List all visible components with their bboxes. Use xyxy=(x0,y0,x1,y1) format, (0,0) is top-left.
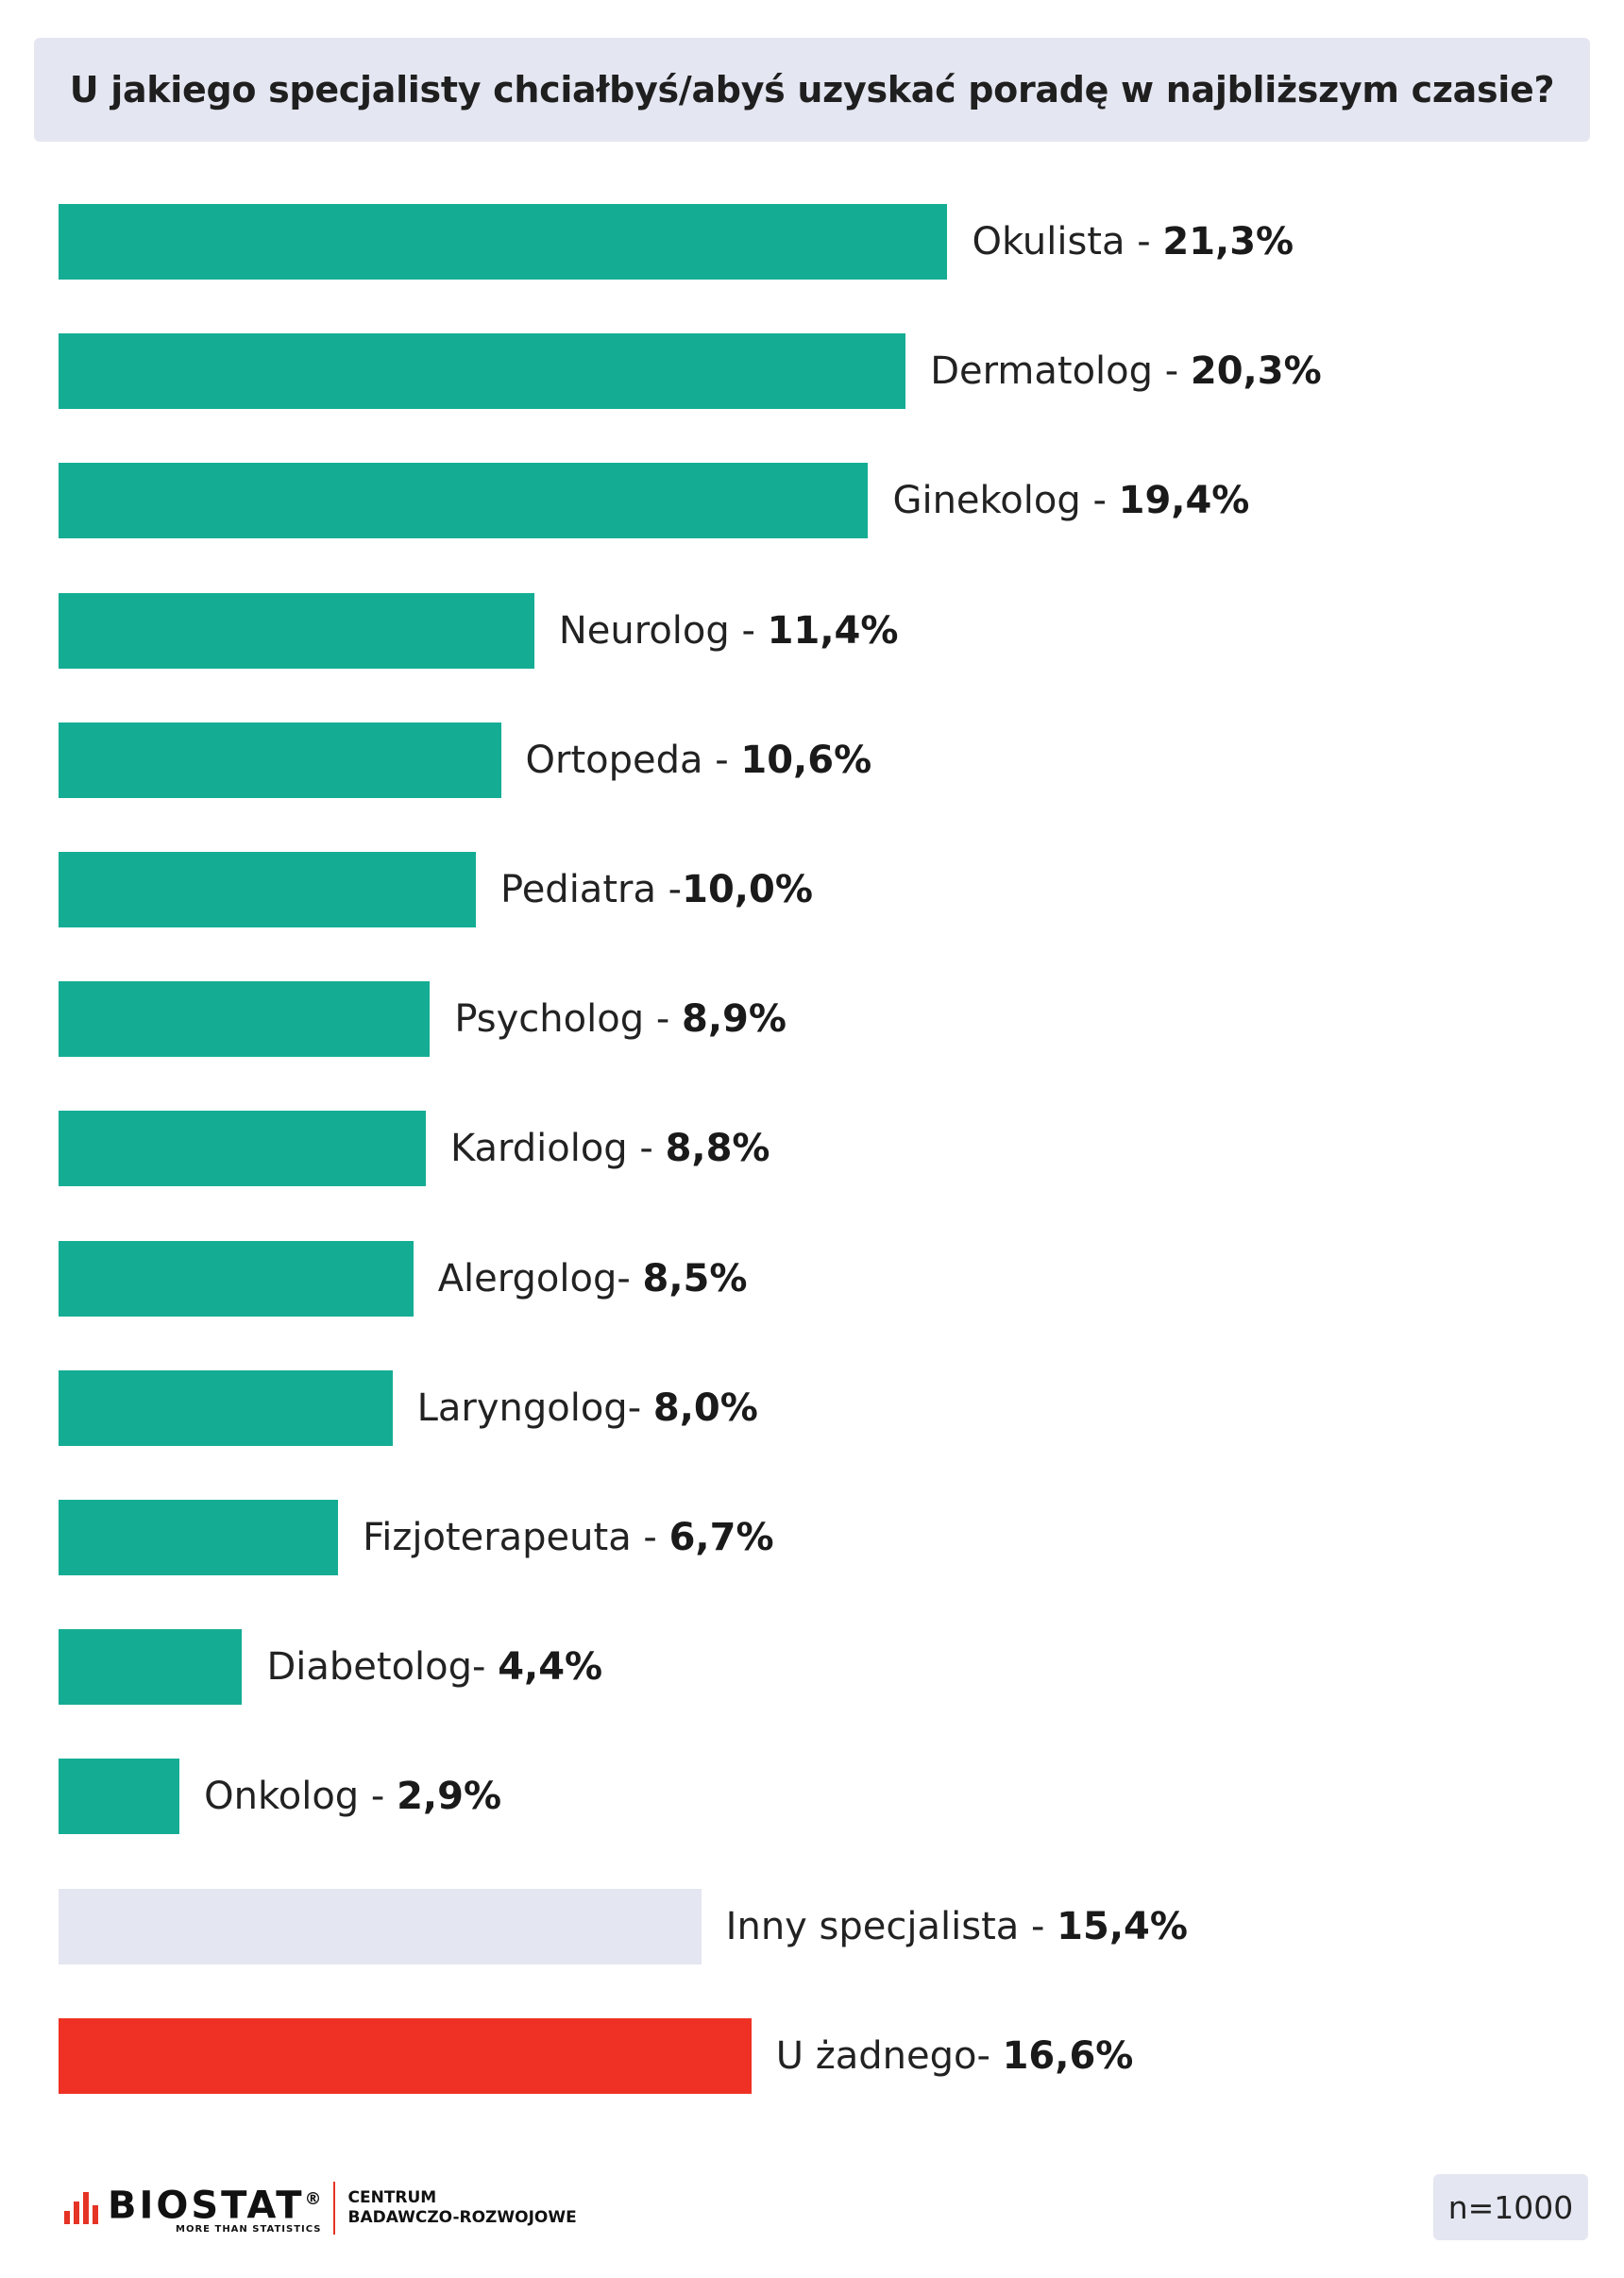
category-label: Neurolog xyxy=(558,608,730,653)
bar-8 xyxy=(59,1111,426,1187)
category-label: Ginekolog xyxy=(892,479,1081,523)
value-label: 10,0% xyxy=(682,868,813,911)
bar-3 xyxy=(59,463,869,539)
value-label: 6,7% xyxy=(668,1516,774,1559)
category-label: Ortopeda xyxy=(525,738,703,782)
separator: - xyxy=(1080,479,1119,523)
value-label: 10,6% xyxy=(740,738,872,782)
separator: - xyxy=(1153,349,1191,394)
registered-mark: ® xyxy=(304,2189,322,2210)
bar-label-15: U żadnego - 16,6% xyxy=(776,2018,1134,2094)
logo-name: BIOSTAT xyxy=(108,2184,305,2228)
bar-1 xyxy=(59,204,948,280)
category-label: Fizjoterapeuta xyxy=(363,1516,632,1559)
sample-size-badge: n=1000 xyxy=(1433,2174,1588,2240)
category-label: Pediatra xyxy=(500,868,656,911)
bar-label-2: Dermatolog - 20,3% xyxy=(930,333,1321,409)
logo-tagline: MORE THAN STATISTICS xyxy=(176,2223,322,2235)
bar-15 xyxy=(59,2017,752,2094)
bar-13 xyxy=(59,1759,180,1835)
bar-10 xyxy=(59,1369,393,1446)
bar-4 xyxy=(59,592,534,669)
bar-label-11: Fizjoterapeuta - 6,7% xyxy=(363,1500,773,1575)
separator: - xyxy=(1125,220,1163,264)
separator: - xyxy=(472,1645,499,1690)
bar-2 xyxy=(59,333,906,410)
separator: - xyxy=(644,997,682,1042)
logo-divider xyxy=(332,2182,335,2235)
value-label: 19,4% xyxy=(1118,479,1250,523)
separator: - xyxy=(627,1386,653,1430)
value-label: 20,3% xyxy=(1190,349,1322,394)
value-label: 8,0% xyxy=(652,1386,758,1430)
bar-label-12: Diabetolog - 4,4% xyxy=(266,1629,602,1705)
bar-label-1: Okulista - 21,3% xyxy=(972,204,1294,280)
bar-9 xyxy=(59,1240,414,1317)
biostat-logo: BIOSTAT® MORE THAN STATISTICS CENTRUM BA… xyxy=(64,2182,577,2235)
bar-label-13: Onkolog - 2,9% xyxy=(204,1759,501,1834)
separator: - xyxy=(729,608,768,653)
bar-7 xyxy=(59,981,431,1058)
value-label: 8,8% xyxy=(665,1127,770,1171)
separator: - xyxy=(1019,1904,1057,1948)
value-label: 21,3% xyxy=(1162,220,1294,264)
value-label: 11,4% xyxy=(767,608,899,653)
bar-chart: Okulista - 21,3% Dermatolog - 20,3% Gineko… xyxy=(59,204,1322,2094)
value-label: 2,9% xyxy=(397,1775,502,1819)
bar-5 xyxy=(59,722,501,798)
category-label: Alergolog xyxy=(437,1256,617,1300)
separator: - xyxy=(627,1127,666,1171)
category-label: Dermatolog xyxy=(930,349,1154,394)
bar-label-6: Pediatra -10,0% xyxy=(500,852,813,927)
category-label: Okulista xyxy=(972,220,1125,264)
category-label: Psycholog xyxy=(454,997,645,1042)
category-label: Laryngolog xyxy=(416,1386,628,1430)
value-label: 8,9% xyxy=(681,997,787,1042)
category-label: U żadnego xyxy=(775,2033,977,2078)
category-label: Kardiolog xyxy=(449,1127,628,1171)
bar-label-4: Neurolog - 11,4% xyxy=(559,593,899,669)
separator: - xyxy=(617,1256,643,1300)
centre-name: CENTRUM BADAWCZO-ROZWOJOWE xyxy=(348,2188,577,2228)
separator: - xyxy=(702,738,741,782)
separator: - xyxy=(976,2033,1003,2078)
value-label: 8,5% xyxy=(642,1256,748,1300)
bar-chart-icon xyxy=(64,2192,98,2224)
centre-line-1: CENTRUM xyxy=(347,2188,437,2207)
bar-label-8: Kardiolog - 8,8% xyxy=(450,1111,770,1186)
separator: - xyxy=(359,1775,398,1819)
category-label: Diabetolog xyxy=(266,1645,473,1690)
separator: - xyxy=(655,868,683,911)
separator: - xyxy=(631,1516,669,1559)
value-label: 15,4% xyxy=(1057,1904,1188,1948)
footer: BIOSTAT® MORE THAN STATISTICS CENTRUM BA… xyxy=(0,2163,1624,2257)
bar-label-10: Laryngolog - 8,0% xyxy=(417,1370,758,1446)
bar-6 xyxy=(59,852,476,927)
bar-label-9: Alergolog - 8,5% xyxy=(438,1241,748,1317)
category-label: Onkolog xyxy=(204,1775,360,1819)
chart-title-box: U jakiego specjalisty chciałbyś/abyś uzy… xyxy=(34,38,1590,142)
bar-label-7: Psycholog - 8,9% xyxy=(454,981,787,1057)
bar-11 xyxy=(59,1500,339,1575)
bar-label-14: Inny specjalista - 15,4% xyxy=(726,1889,1188,1964)
value-label: 16,6% xyxy=(1002,2033,1134,2078)
bar-12 xyxy=(59,1629,243,1706)
bar-14 xyxy=(59,1888,702,1964)
chart-title: U jakiego specjalisty chciałbyś/abyś uzy… xyxy=(69,69,1555,110)
bar-label-3: Ginekolog - 19,4% xyxy=(892,463,1249,538)
value-label: 4,4% xyxy=(498,1645,603,1690)
category-label: Inny specjalista xyxy=(725,1904,1020,1948)
centre-line-2: BADAWCZO-ROZWOJOWE xyxy=(347,2208,577,2227)
bar-label-5: Ortopeda - 10,6% xyxy=(526,722,872,798)
